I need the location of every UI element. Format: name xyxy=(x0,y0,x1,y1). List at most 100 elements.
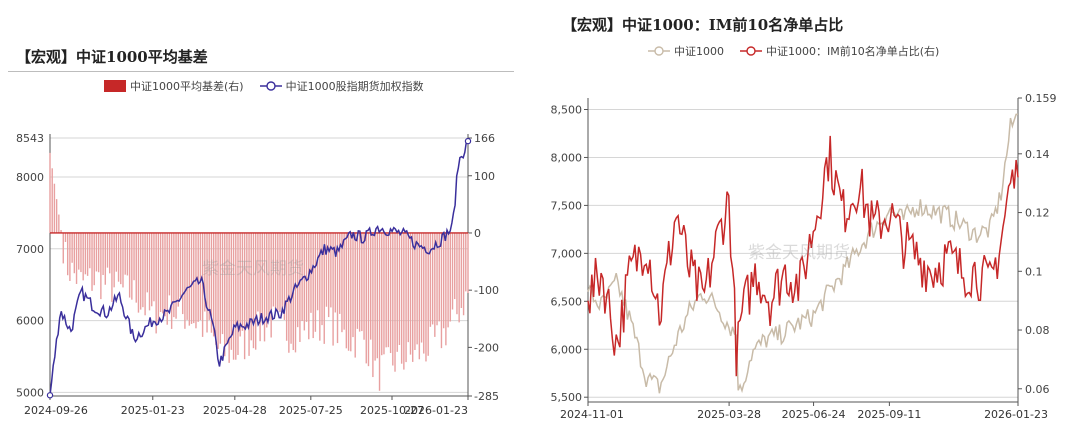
basis-bar xyxy=(334,232,337,313)
legend-item-basis[interactable]: 中证1000平均基差(右) xyxy=(104,78,244,94)
basis-bar xyxy=(58,214,60,233)
basis-bar xyxy=(308,232,310,340)
legend-swatch-im-net xyxy=(740,46,762,56)
basis-bar xyxy=(232,232,235,360)
right-y-tick-label: 7,500 xyxy=(551,199,583,212)
basis-bar xyxy=(60,229,62,233)
basis-bar xyxy=(230,232,233,350)
basis-bar xyxy=(347,232,350,351)
left-x-tick-label: 2025-04-28 xyxy=(203,404,267,417)
basis-bar xyxy=(124,232,126,275)
basis-bar xyxy=(389,232,392,354)
basis-bar xyxy=(188,232,191,326)
basis-bar xyxy=(445,232,447,346)
basis-bar xyxy=(350,232,352,352)
basis-bar xyxy=(268,232,270,321)
basis-bar xyxy=(467,232,469,294)
basis-bar xyxy=(252,232,255,349)
basis-bar xyxy=(321,232,323,326)
basis-bar xyxy=(257,232,259,312)
left-y-tick-label: 6000 xyxy=(16,315,44,328)
basis-bar xyxy=(73,232,76,274)
basis-bar xyxy=(372,232,374,378)
basis-bar xyxy=(301,232,303,321)
basis-bar xyxy=(102,232,104,275)
basis-bar xyxy=(177,232,179,307)
legend-item-csi1000[interactable]: 中证1000 xyxy=(648,43,724,59)
left-chart-svg: 5000 6000 7000 8000 8543 166 100 0 -100 -200 -285 2… xyxy=(16,132,499,417)
basis-bar xyxy=(354,232,356,358)
right-x-tick-label: 2025-06-24 xyxy=(782,408,846,421)
left-legend[interactable]: 中证1000平均基差(右) 中证1000股指期货加权指数 xyxy=(104,78,434,94)
basis-bar xyxy=(418,232,421,360)
left-y-tick-label: 7000 xyxy=(16,243,44,256)
basis-bar xyxy=(345,232,348,349)
basis-bar xyxy=(62,232,64,264)
basis-bar xyxy=(109,232,111,274)
basis-bar xyxy=(420,232,423,343)
legend-swatch-csi1000 xyxy=(648,46,670,56)
left-x-tick-label: 2025-07-25 xyxy=(279,404,343,417)
basis-bar xyxy=(82,232,84,281)
basis-bar xyxy=(299,232,301,342)
basis-bar xyxy=(135,232,137,303)
basis-bar xyxy=(190,232,193,324)
basis-bar xyxy=(330,232,332,308)
basis-bar xyxy=(434,232,436,337)
basis-bar xyxy=(250,232,252,341)
left-y-tick-label: 8000 xyxy=(16,171,44,184)
right-y2-tick-label: 0.12 xyxy=(1025,207,1050,220)
right-y-tick-label: 7,000 xyxy=(551,247,583,260)
basis-bar xyxy=(144,232,146,316)
legend-item-index[interactable]: 中证1000股指期货加权指数 xyxy=(259,78,424,94)
basis-bar xyxy=(206,232,208,333)
legend-swatch-basis xyxy=(104,80,126,92)
basis-bar xyxy=(447,232,449,328)
left-x-tick-label: 2025-10-27 xyxy=(360,404,424,417)
basis-bar xyxy=(122,232,124,288)
basis-bar xyxy=(305,232,308,322)
left-y-tick-label: 5000 xyxy=(16,386,44,399)
basis-bar xyxy=(400,232,403,364)
basis-bar xyxy=(71,232,73,263)
basis-bar xyxy=(270,232,272,338)
basis-bar xyxy=(95,232,98,272)
basis-bar xyxy=(394,232,396,372)
legend-swatch-index xyxy=(259,81,282,91)
right-legend[interactable]: 中证1000 中证1000：IM前10名净单占比(右) xyxy=(648,43,949,59)
basis-bar xyxy=(142,232,144,308)
basis-bar xyxy=(75,232,78,284)
left-x-tick-label: 2024-09-26 xyxy=(24,404,88,417)
legend-label-basis: 中证1000平均基差(右) xyxy=(130,80,244,93)
basis-bar xyxy=(155,232,157,334)
basis-bar xyxy=(226,232,228,345)
basis-bar xyxy=(162,232,164,314)
basis-bar xyxy=(153,232,155,302)
basis-bar xyxy=(462,232,465,316)
legend-item-im-net[interactable]: 中证1000：IM前10名净单占比(右) xyxy=(740,43,939,59)
basis-bar xyxy=(254,232,257,350)
basis-bar xyxy=(51,168,53,233)
left-y2-tick-label: 166 xyxy=(474,132,495,145)
basis-bar xyxy=(440,232,443,349)
basis-bar xyxy=(243,232,246,360)
basis-bar xyxy=(367,232,370,367)
basis-bar xyxy=(148,232,151,311)
basis-bar xyxy=(201,232,204,337)
right-y2-tick-label: 0.1 xyxy=(1025,265,1043,278)
basis-bar xyxy=(266,232,268,328)
basis-bar xyxy=(385,232,387,348)
im-net-ratio-line xyxy=(587,135,1019,377)
csi1000-line xyxy=(587,113,1019,394)
basis-bar xyxy=(303,232,306,331)
basis-bar xyxy=(423,232,425,354)
basis-bar xyxy=(316,232,319,311)
basis-bar xyxy=(239,232,241,337)
legend-label-csi1000: 中证1000 xyxy=(674,45,724,58)
basis-bar xyxy=(106,232,109,268)
left-y2-tick-label: 0 xyxy=(474,227,481,240)
basis-bar xyxy=(378,232,381,391)
basis-bar xyxy=(212,232,215,337)
basis-bar xyxy=(146,232,149,293)
basis-bar xyxy=(283,232,286,320)
